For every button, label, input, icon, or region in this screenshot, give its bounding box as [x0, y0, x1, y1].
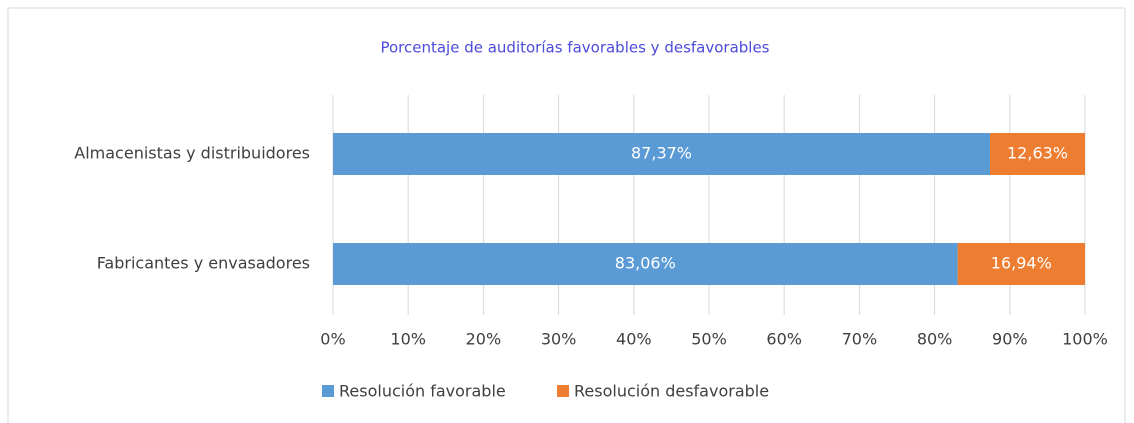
y-tick-label: Fabricantes y envasadores: [97, 254, 310, 273]
legend-swatch: [322, 385, 334, 397]
data-label: 16,94%: [991, 254, 1052, 273]
legend-label: Resolución desfavorable: [574, 382, 769, 401]
x-tick-label: 40%: [616, 330, 652, 349]
x-tick-label: 90%: [992, 330, 1028, 349]
x-tick-label: 10%: [390, 330, 426, 349]
x-tick-label: 0%: [320, 330, 345, 349]
data-label: 12,63%: [1007, 144, 1068, 163]
data-label: 87,37%: [631, 144, 692, 163]
x-tick-label: 80%: [917, 330, 953, 349]
bar-segment: [333, 133, 991, 175]
y-tick-label: Almacenistas y distribuidores: [74, 144, 310, 163]
bar-segment: [990, 133, 1085, 175]
x-tick-label: 30%: [541, 330, 577, 349]
bar-segment: [957, 243, 1085, 285]
data-label: 83,06%: [615, 254, 676, 273]
legend-label: Resolución favorable: [339, 382, 506, 401]
legend-swatch: [557, 385, 569, 397]
x-tick-label: 50%: [691, 330, 727, 349]
x-tick-label: 70%: [842, 330, 878, 349]
x-tick-label: 60%: [766, 330, 802, 349]
x-tick-label: 20%: [466, 330, 502, 349]
chart-frame: [7, 7, 1126, 423]
bar-segment: [333, 243, 958, 285]
x-tick-label: 100%: [1062, 330, 1108, 349]
chart-title: Porcentaje de auditorías favorables y de…: [380, 39, 769, 57]
